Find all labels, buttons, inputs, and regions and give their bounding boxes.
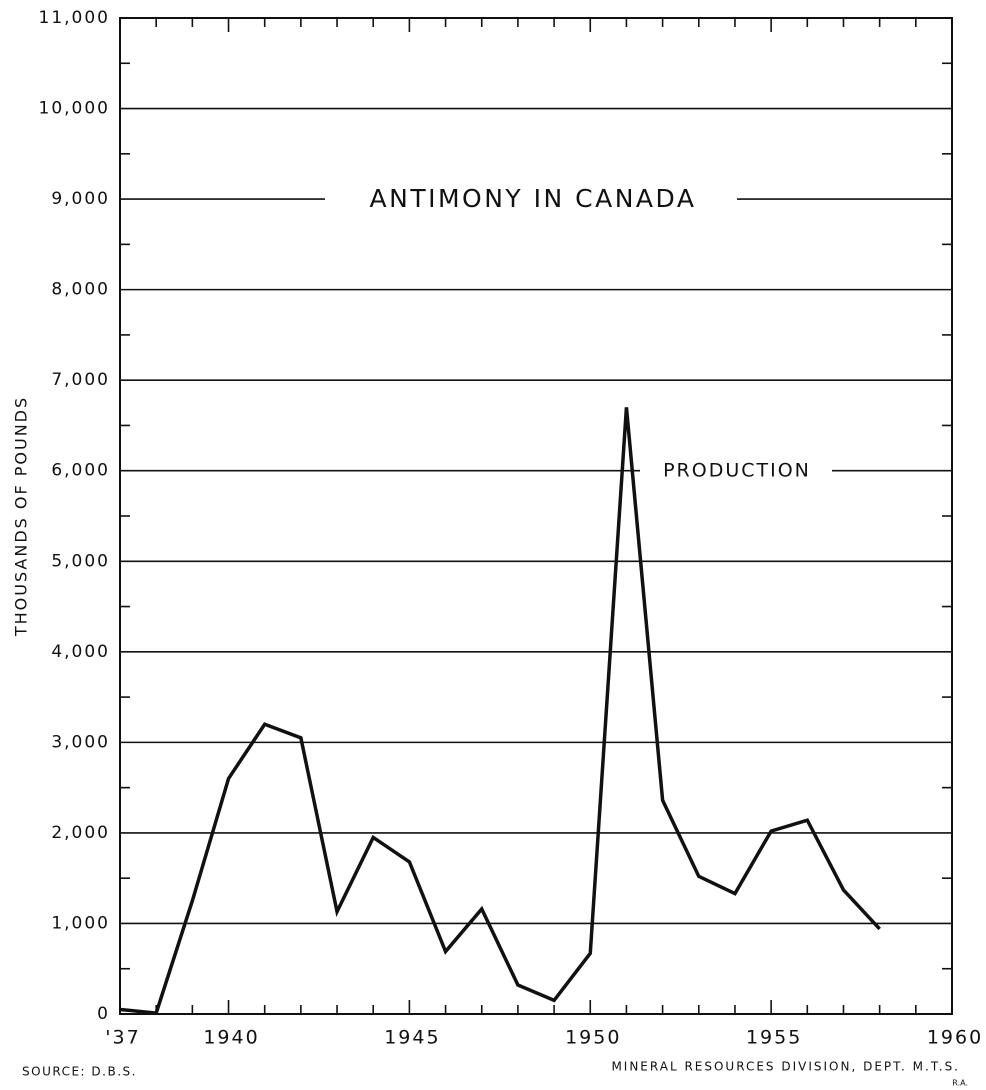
- x-tick-label: '37: [105, 1027, 140, 1049]
- y-tick-label: 1,000: [51, 913, 110, 933]
- x-tick-label: 1940: [203, 1027, 259, 1049]
- y-tick-label: 10,000: [39, 99, 110, 119]
- y-tick-label: 5,000: [51, 551, 110, 571]
- series-label: PRODUCTION: [663, 460, 811, 482]
- y-tick-label: 9,000: [51, 189, 110, 209]
- data-line: [119, 407, 881, 1015]
- credit: MINERAL RESOURCES DIVISION, DEPT. M.T.S.: [611, 1060, 960, 1074]
- title-backing: [325, 180, 737, 220]
- y-tick-label: 2,000: [51, 823, 110, 843]
- x-tick-label: 1945: [384, 1027, 440, 1049]
- y-axis-label: THOUSANDS OF POUNDS: [12, 396, 31, 637]
- x-tick-label: 1960: [927, 1027, 983, 1049]
- y-tick-label: 7,000: [51, 370, 110, 390]
- plot-frame: [119, 17, 953, 1015]
- chart-title: ANTIMONY IN CANADA: [370, 184, 697, 213]
- y-tick-label: 11,000: [39, 8, 110, 28]
- label-backing: [640, 455, 832, 487]
- y-tick-label: 0: [97, 1004, 110, 1024]
- y-tick-label: 3,000: [51, 732, 110, 752]
- y-tick-label: 8,000: [51, 280, 110, 300]
- x-tick-label: 1950: [565, 1027, 621, 1049]
- y-tick-label: 6,000: [51, 461, 110, 481]
- x-tick-label: 1955: [746, 1027, 802, 1049]
- y-tick-label: 4,000: [51, 642, 110, 662]
- initials: R.A.: [952, 1079, 968, 1088]
- source: SOURCE: D.B.S.: [22, 1065, 137, 1079]
